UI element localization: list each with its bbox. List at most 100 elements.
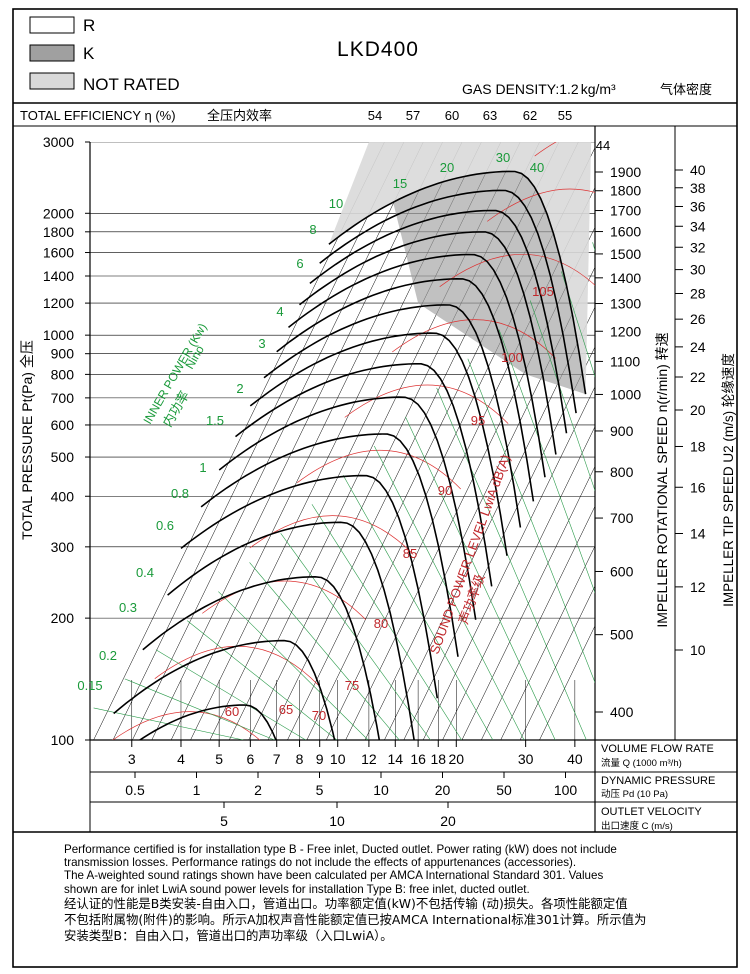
- efficiency-value: 54: [368, 108, 382, 123]
- speed-curve-1500: [288, 253, 546, 478]
- speed-curve-1200: [249, 332, 508, 556]
- tip-tick-label: 22: [690, 369, 706, 385]
- power-label: 0.2: [99, 648, 117, 663]
- sound-label: 90: [438, 483, 452, 498]
- system-line: [519, 585, 595, 740]
- sound-label: 100: [501, 350, 523, 365]
- system-line: [403, 346, 595, 740]
- note-en-1: Performance certified is for installatio…: [64, 843, 617, 856]
- power-line: [218, 591, 369, 740]
- power-label: 1.5: [206, 413, 224, 428]
- tip-axis-title: IMPELLER TIP SPEED U2 (m/s) 轮缘速度: [721, 353, 736, 607]
- y-axis-title: TOTAL PRESSURE Pt(Pa) 全压: [19, 340, 35, 540]
- tip-tick-label: 34: [690, 218, 706, 234]
- dyn-scale-title: DYNAMIC PRESSURE: [601, 775, 715, 787]
- speed-tick-label: 1300: [610, 296, 641, 312]
- legend-label-r: R: [83, 16, 95, 35]
- power-label: 0.3: [119, 600, 137, 615]
- power-label: 1: [199, 460, 206, 475]
- legend-swatch-k: [29, 44, 75, 62]
- system-line: [112, 142, 405, 740]
- vel-tick-label: 10: [329, 813, 345, 829]
- y-tick-label: 1000: [43, 327, 74, 343]
- power-line: [436, 387, 587, 740]
- not-rated-region: [328, 142, 592, 395]
- power-line: [529, 300, 595, 492]
- power-label: 30: [496, 150, 510, 165]
- speed-tick-label: 1000: [610, 386, 641, 402]
- x-tick-label: 7: [273, 751, 281, 767]
- y-tick-label: 400: [51, 488, 75, 504]
- speed-curve-400: [138, 704, 277, 740]
- gas-density-label: GAS DENSITY:1.2 kg/m³: [462, 81, 616, 97]
- speed-tick-label: 1600: [610, 224, 641, 240]
- power-line: [311, 504, 462, 740]
- dyn-tick-label: 100: [554, 782, 578, 798]
- speed-tick-label: 900: [610, 423, 634, 439]
- tip-tick-label: 36: [690, 198, 706, 214]
- efficiency-value: 63: [483, 108, 497, 123]
- efficiency-value: 57: [406, 108, 420, 123]
- power-line: [467, 358, 595, 684]
- speed-tick-label: 1900: [610, 164, 641, 180]
- power-label: 15: [393, 176, 407, 191]
- tip-tick-label: 18: [690, 438, 706, 454]
- system-line: [461, 465, 595, 740]
- speed-tick-label: 800: [610, 464, 634, 480]
- y-tick-label: 800: [51, 366, 75, 382]
- tip-tick-label: 16: [690, 479, 706, 495]
- efficiency-value: 60: [445, 108, 459, 123]
- dyn-tick-label: 2: [254, 782, 262, 798]
- gas-density-cn: 气体密度: [660, 82, 712, 97]
- k-region: [393, 171, 586, 395]
- x-tick-label: 12: [361, 751, 377, 767]
- legend: R K NOT RATED: [29, 16, 180, 94]
- note-en-3: The A-weighted sound ratings shown have …: [64, 869, 604, 883]
- speed-curve-900: [200, 433, 459, 657]
- x-tick-label: 14: [387, 751, 403, 767]
- power-label: 8: [309, 222, 316, 237]
- sound-label: 75: [345, 678, 359, 693]
- x-tick-label: 40: [567, 751, 583, 767]
- y-tick-label: 300: [51, 539, 75, 555]
- speed-tick-label: 400: [610, 704, 634, 720]
- power-line: [374, 445, 525, 740]
- efficiency-header-label: TOTAL EFFICIENCY η (%): [20, 108, 176, 123]
- sound-curve: [154, 645, 319, 686]
- x-tick-label: 20: [448, 751, 464, 767]
- speed-tick-label: 1200: [610, 323, 641, 339]
- speed-curve-500: [113, 639, 336, 740]
- power-label: 10: [329, 196, 343, 211]
- power-label: 20: [440, 160, 454, 175]
- speed-tick-label: 600: [610, 563, 634, 579]
- power-line: [561, 271, 595, 378]
- x-tick-label: 6: [246, 751, 254, 767]
- system-line: [539, 625, 595, 740]
- y-tick-label: 700: [51, 390, 75, 406]
- velocity-scale-sub: 出口速度 C (m/s): [601, 820, 673, 832]
- speed-curve-800: [180, 474, 439, 699]
- axis-ticks: 1002003004005006007008009001000120014001…: [43, 134, 706, 829]
- x-tick-label: 8: [296, 751, 304, 767]
- sound-curve: [297, 449, 461, 490]
- y-tick-label: 3000: [43, 134, 74, 150]
- note-cn-2: 不包括附属物(附件)的影响。所示A加权声音性能额定值已按AMCA Interna…: [64, 911, 647, 927]
- performance-notes: Performance certified is for installatio…: [64, 843, 714, 944]
- power-label: 0.6: [156, 518, 174, 533]
- power-label: 0.4: [136, 565, 154, 580]
- speed-curve-1000: [218, 396, 477, 620]
- system-line: [384, 306, 595, 740]
- sound-curves: [112, 142, 595, 740]
- dyn-tick-label: 10: [373, 782, 389, 798]
- efficiency-header-cn: 全压内效率: [207, 108, 272, 123]
- rating-regions: [328, 142, 592, 395]
- legend-swatch-not-rated: [29, 72, 75, 90]
- dyn-tick-label: 50: [496, 782, 512, 798]
- tip-tick-label: 12: [690, 579, 706, 595]
- dyn-tick-label: 5: [316, 782, 324, 798]
- chart-labels: 0.15 0.2 0.3 0.4 0.6 0.8 1 1.5 2 3 4 6 8 10 15 20 30 40 60…: [77, 150, 554, 723]
- system-line: [93, 142, 385, 740]
- speed-tick-label: 1400: [610, 270, 641, 286]
- power-line: [405, 416, 556, 740]
